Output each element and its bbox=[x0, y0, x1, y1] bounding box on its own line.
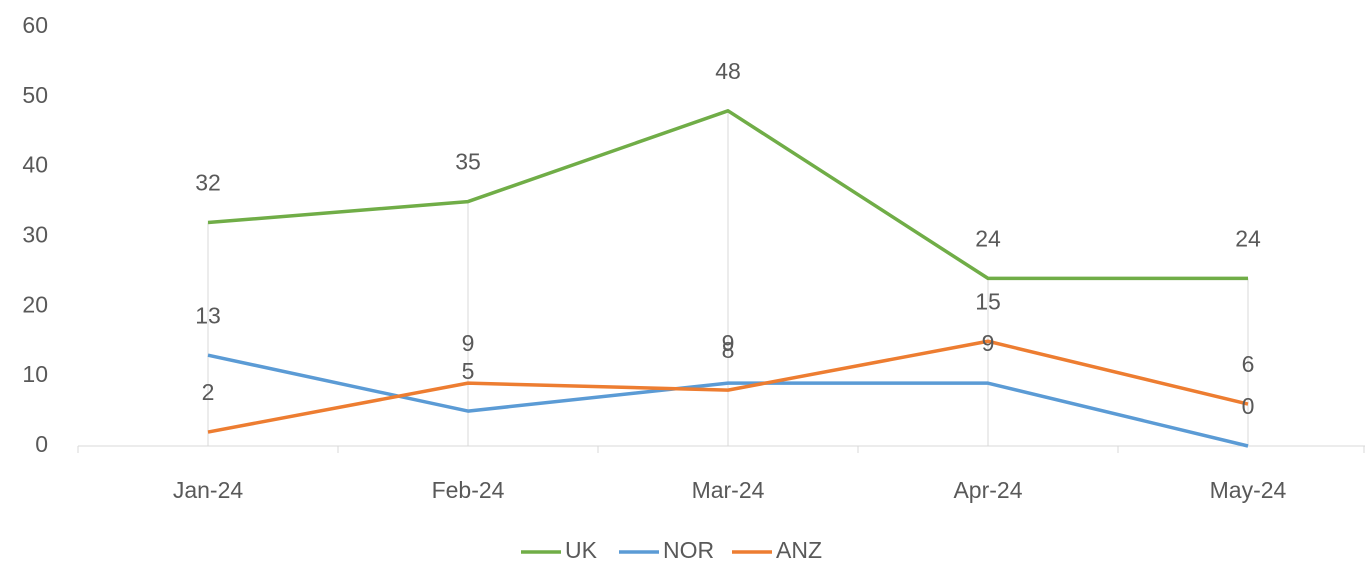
data-label: 13 bbox=[195, 302, 221, 328]
x-tick-label: Apr-24 bbox=[953, 477, 1022, 503]
data-label: 8 bbox=[722, 337, 735, 363]
legend-label: ANZ bbox=[776, 537, 822, 563]
legend-label: UK bbox=[565, 537, 598, 563]
data-label: 48 bbox=[715, 58, 741, 84]
data-label: 2 bbox=[202, 379, 215, 405]
data-label: 35 bbox=[455, 149, 481, 175]
data-label: 9 bbox=[982, 330, 995, 356]
data-label: 24 bbox=[1235, 225, 1261, 251]
data-label: 0 bbox=[1242, 393, 1255, 419]
series-line bbox=[207, 109, 1248, 281]
data-label: 15 bbox=[975, 288, 1001, 314]
data-label: 5 bbox=[462, 358, 475, 384]
y-tick-label: 60 bbox=[22, 12, 48, 38]
y-tick-label: 30 bbox=[22, 222, 48, 248]
legend-label: NOR bbox=[663, 537, 714, 563]
y-tick-label: 10 bbox=[22, 361, 48, 387]
data-label: 9 bbox=[462, 330, 475, 356]
data-label: 9 bbox=[722, 330, 735, 356]
y-tick-label: 20 bbox=[22, 291, 48, 317]
x-tick-label: Jan-24 bbox=[173, 477, 244, 503]
y-tick-label: 40 bbox=[22, 152, 48, 178]
y-tick-label: 0 bbox=[35, 431, 48, 457]
series-line bbox=[207, 353, 1249, 448]
x-tick-label: May-24 bbox=[1210, 477, 1287, 503]
x-tick-label: Mar-24 bbox=[692, 477, 765, 503]
data-label: 6 bbox=[1242, 351, 1255, 377]
x-tick-label: Feb-24 bbox=[432, 477, 505, 503]
data-label: 24 bbox=[975, 225, 1001, 251]
y-tick-label: 50 bbox=[22, 82, 48, 108]
series-line bbox=[207, 339, 1249, 434]
data-label: 32 bbox=[195, 170, 221, 196]
